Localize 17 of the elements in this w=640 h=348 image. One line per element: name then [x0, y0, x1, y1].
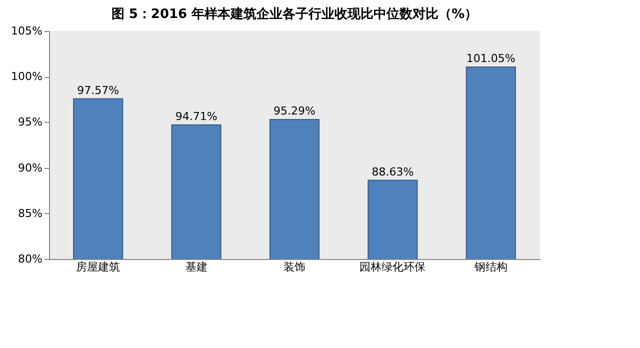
data-label: 88.63% [372, 165, 414, 178]
y-tick-label: 95% [18, 116, 42, 129]
x-tick-label: 基建 [185, 260, 208, 274]
y-tick-label: 90% [18, 161, 42, 174]
x-tick-label: 园林绿化环保 [360, 260, 426, 274]
x-tick-label: 钢结构 [473, 260, 508, 274]
chart-title: 图 5：2016 年样本建筑企业各子行业收现比中位数对比（%） [111, 7, 478, 22]
data-label: 97.57% [77, 84, 120, 97]
y-tick-label: 80% [18, 252, 42, 266]
y-tick-label: 105% [11, 24, 42, 38]
x-tick-label: 装饰 [284, 260, 306, 274]
data-label: 95.29% [274, 104, 316, 118]
y-tick-label: 100% [11, 70, 42, 84]
data-label: 94.71% [175, 110, 218, 123]
x-tick-label: 房屋建筑 [76, 260, 120, 274]
y-tick-label: 85% [18, 206, 42, 220]
data-label: 101.05% [466, 52, 516, 66]
